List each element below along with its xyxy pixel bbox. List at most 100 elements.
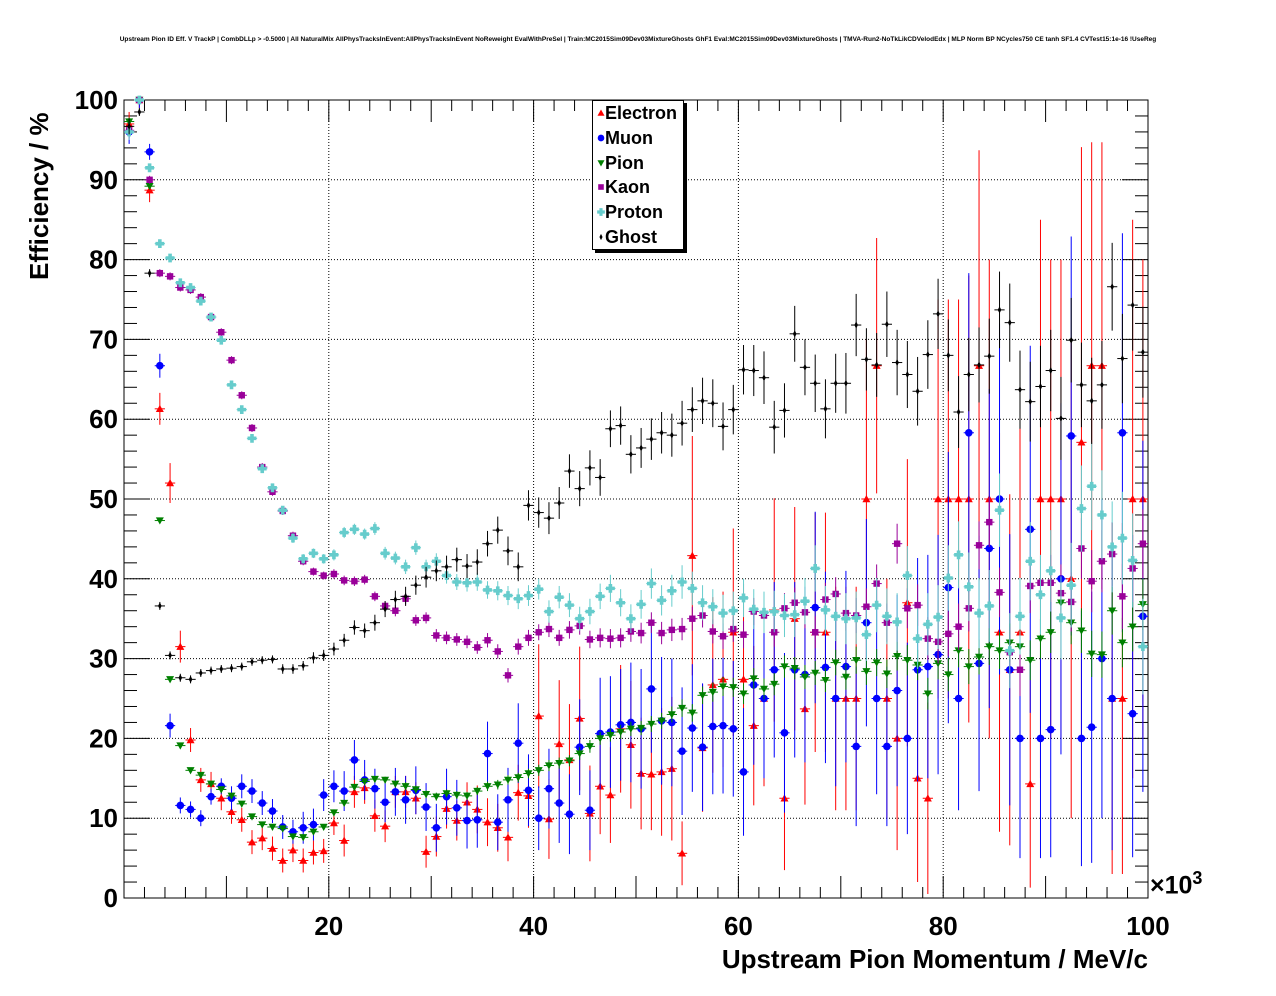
data-point <box>534 767 543 775</box>
legend-item-pion: Pion <box>593 152 683 177</box>
data-point <box>237 800 246 808</box>
data-point <box>607 635 614 642</box>
legend-marker <box>597 109 605 116</box>
data-point <box>258 821 267 829</box>
data-point <box>412 617 420 624</box>
legend-item-kaon: Kaon <box>593 176 683 201</box>
data-point <box>166 676 175 684</box>
data-point <box>424 573 428 581</box>
data-point <box>1036 590 1045 600</box>
data-point <box>298 554 308 564</box>
tick-labels: 20 40 60 80 100 0 10 20 30 40 50 60 70 80 90 100 <box>75 85 1170 941</box>
data-point <box>370 524 380 533</box>
data-point <box>711 399 715 407</box>
data-point <box>1046 629 1055 637</box>
data-point <box>606 791 615 799</box>
y-tick-label: 40 <box>89 564 118 594</box>
data-point <box>483 783 492 791</box>
data-point <box>1046 566 1056 576</box>
data-point <box>698 743 707 751</box>
data-point <box>310 568 317 575</box>
data-point <box>515 643 522 650</box>
data-point <box>647 685 656 693</box>
data-point <box>670 431 674 439</box>
data-point <box>954 694 963 703</box>
data-point <box>833 379 838 387</box>
y-tick-label: 100 <box>75 85 118 115</box>
data-point <box>770 680 779 689</box>
data-point <box>373 619 377 627</box>
data-point <box>596 735 605 743</box>
y-axis-title: Efficiency / % <box>24 112 54 280</box>
data-point <box>484 637 491 644</box>
data-point <box>524 770 533 778</box>
data-point <box>698 692 707 700</box>
data-point <box>390 553 400 563</box>
data-point <box>493 586 503 596</box>
data-point <box>616 728 625 737</box>
data-point <box>485 540 490 548</box>
data-point <box>319 554 329 564</box>
legend-item-electron: Electron <box>593 102 683 127</box>
data-point <box>996 589 1003 596</box>
data-point <box>934 660 943 668</box>
data-point <box>841 614 851 624</box>
data-point <box>206 312 216 322</box>
data-point <box>1066 580 1076 590</box>
data-point <box>158 602 162 610</box>
data-point <box>175 278 185 288</box>
data-point <box>668 626 676 634</box>
data-point <box>964 582 974 592</box>
data-point <box>393 595 398 604</box>
data-point <box>557 499 561 507</box>
data-point <box>381 776 390 784</box>
data-point <box>923 619 933 629</box>
data-point <box>321 651 326 660</box>
data-point <box>134 95 144 105</box>
data-point <box>1097 651 1106 659</box>
data-point <box>812 629 819 636</box>
data-point <box>688 709 697 717</box>
data-point <box>831 659 840 667</box>
data-point <box>299 823 308 832</box>
data-point <box>1120 354 1125 363</box>
data-point <box>893 540 901 547</box>
data-point <box>1028 398 1033 406</box>
data-point <box>698 598 707 608</box>
data-point <box>864 355 869 363</box>
data-point <box>803 363 807 371</box>
y-tick-label: 80 <box>89 245 118 275</box>
data-point <box>514 739 523 747</box>
data-point <box>985 643 994 651</box>
data-point <box>637 629 645 637</box>
y-tick-label: 50 <box>89 484 118 514</box>
data-point <box>329 809 338 817</box>
legend-marker <box>597 134 605 142</box>
data-point <box>1016 666 1024 673</box>
data-point <box>311 654 316 662</box>
data-point <box>401 562 410 572</box>
data-point <box>506 547 510 555</box>
data-point <box>608 425 613 433</box>
data-point <box>874 361 879 369</box>
data-point <box>811 603 819 612</box>
y-tick-label: 60 <box>89 404 118 434</box>
data-point <box>810 564 820 573</box>
data-point <box>1025 556 1035 566</box>
data-point <box>1087 481 1097 491</box>
data-point <box>975 542 983 549</box>
data-point <box>432 793 441 801</box>
data-point <box>513 594 523 604</box>
data-point <box>352 623 357 632</box>
data-point <box>1036 635 1045 643</box>
data-point <box>657 717 666 725</box>
data-point <box>997 306 1002 314</box>
data-point <box>985 544 994 553</box>
data-point <box>811 669 820 677</box>
data-point <box>422 847 431 855</box>
data-point <box>525 634 532 642</box>
data-point <box>1036 495 1045 503</box>
data-point <box>237 405 247 415</box>
data-point <box>432 823 441 832</box>
